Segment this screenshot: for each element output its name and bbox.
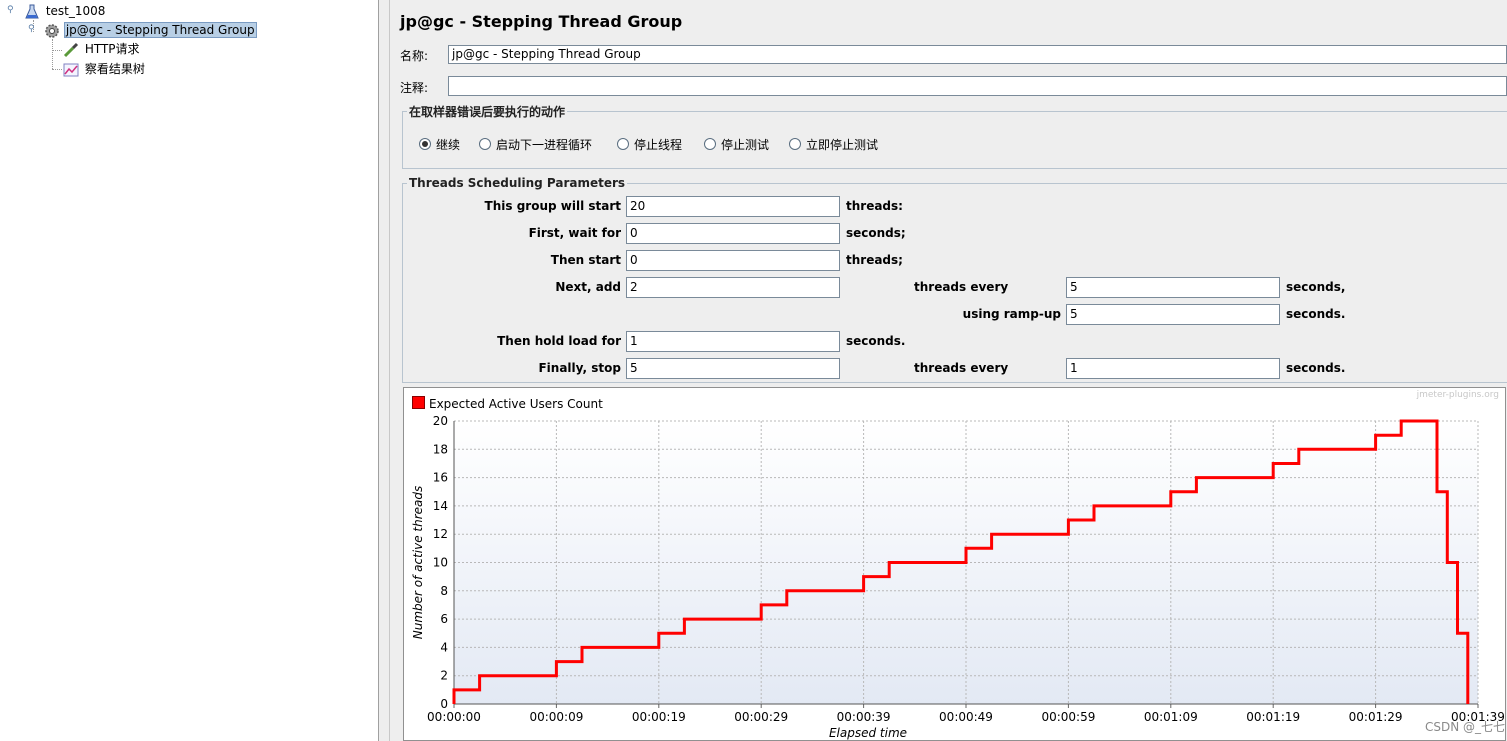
x-tick-label: 00:00:19: [632, 710, 686, 724]
series-line: [452, 419, 1470, 704]
tree-node-result-tree[interactable]: 察看结果树: [63, 60, 147, 78]
stop-every-unit: seconds.: [1286, 361, 1346, 375]
sampler-error-group: 在取样器错误后要执行的动作: [402, 103, 1507, 169]
x-tick-label: 00:00:39: [837, 710, 891, 724]
scheduling-group: Threads Scheduling Parameters: [402, 176, 1507, 383]
expected-users-chart: 0 2 4 6 8 10 12 14 16 18 20 00:00:00 00:00:09 00:00:1…: [403, 387, 1506, 741]
y-tick-label: 14: [433, 499, 448, 513]
legend-swatch: [412, 396, 425, 409]
radio-stop-test[interactable]: 停止测试: [704, 137, 769, 153]
hold-load-label: Then hold load for: [497, 334, 621, 348]
x-tick-label: 00:00:59: [1041, 710, 1095, 724]
start-threads-label: This group will start: [484, 199, 621, 213]
add-every-input[interactable]: 5: [1066, 277, 1280, 298]
next-add-input[interactable]: 2: [626, 277, 840, 298]
then-start-unit: threads;: [846, 253, 903, 267]
rampup-label: using ramp-up: [962, 307, 1061, 321]
chart-legend: Expected Active Users Count: [412, 396, 603, 411]
split-pane-divider[interactable]: [379, 0, 390, 741]
tree-node-label: jp@gc - Stepping Thread Group: [63, 22, 257, 38]
add-every-label: threads every: [914, 280, 1009, 294]
radio-label: 停止线程: [634, 138, 683, 152]
scheduling-legend: Threads Scheduling Parameters: [409, 176, 626, 190]
initial-delay-unit: seconds;: [846, 226, 906, 240]
radio-label: 启动下一进程循环: [496, 138, 593, 152]
x-tick-label: 00:01:09: [1144, 710, 1198, 724]
y-tick-label: 2: [440, 669, 448, 683]
radio-label: 停止测试: [721, 138, 770, 152]
y-tick-label: 4: [440, 640, 448, 654]
finally-stop-label: Finally, stop: [538, 361, 621, 375]
radio-stop-thread[interactable]: 停止线程: [617, 137, 682, 153]
chart-watermark: jmeter-plugins.org: [1416, 390, 1499, 400]
name-field[interactable]: jp@gc - Stepping Thread Group: [448, 45, 1507, 64]
radio-stop-test-now[interactable]: 立即停止测试: [789, 137, 878, 153]
comment-field[interactable]: [448, 76, 1507, 96]
stop-every-input[interactable]: 1: [1066, 358, 1280, 379]
tree-node-label: HTTP请求: [84, 42, 140, 56]
expand-toggle-icon[interactable]: ⚲: [7, 5, 14, 15]
radio-icon: [704, 138, 716, 150]
tree-node-label: 察看结果树: [84, 62, 145, 76]
x-tick-label: 00:01:39: [1451, 710, 1505, 724]
x-axis-label: Elapsed time: [829, 726, 907, 740]
radio-icon: [789, 138, 801, 150]
csdn-watermark: CSDN @_七七: [1425, 720, 1506, 734]
finally-stop-input[interactable]: 5: [626, 358, 840, 379]
rampup-unit: seconds.: [1286, 307, 1346, 321]
radio-selected-icon: [419, 138, 431, 150]
add-every-unit: seconds,: [1286, 280, 1346, 294]
initial-delay-input[interactable]: 0: [626, 223, 840, 244]
rampup-input[interactable]: 5: [1066, 304, 1280, 325]
then-start-input[interactable]: 0: [626, 250, 840, 271]
chart-icon: [63, 63, 79, 76]
initial-delay-label: First, wait for: [528, 226, 621, 240]
expand-toggle-icon[interactable]: ⚲: [28, 24, 35, 34]
radio-label: 继续: [436, 138, 461, 152]
thread-group-panel: jp@gc - Stepping Thread Group 名称: jp@gc …: [390, 0, 1507, 741]
x-tick-label: 00:00:29: [734, 710, 788, 724]
hold-load-input[interactable]: 1: [626, 331, 840, 352]
tree-node-label: test_1008: [45, 4, 106, 18]
radio-icon: [617, 138, 629, 150]
tree-node-test-plan[interactable]: test_1008: [24, 2, 107, 20]
y-axis-label: Number of active threads: [411, 486, 425, 640]
panel-title: jp@gc - Stepping Thread Group: [400, 12, 683, 31]
y-tick-label: 18: [433, 442, 448, 456]
y-tick-label: 6: [440, 612, 448, 626]
chart-svg: 0 2 4 6 8 10 12 14 16 18 20 00:00:00 00:00:09 00:00:1…: [411, 414, 1505, 740]
radio-icon: [479, 138, 491, 150]
y-tick-label: 10: [433, 556, 448, 570]
sampler-error-legend: 在取样器错误后要执行的动作: [409, 105, 566, 119]
start-threads-input[interactable]: 20: [626, 196, 840, 217]
hold-load-unit: seconds.: [846, 334, 906, 348]
flask-icon: [25, 4, 39, 18]
y-tick-label: 16: [433, 471, 448, 485]
test-plan-tree[interactable]: ⚲ test_1008 ⚲ jp@gc - Stepping Thread Gr…: [0, 0, 379, 741]
gear-icon: [45, 23, 59, 38]
next-add-label: Next, add: [555, 280, 621, 294]
x-tick-label: 00:00:09: [529, 710, 583, 724]
x-tick-label: 00:01:29: [1349, 710, 1403, 724]
then-start-label: Then start: [550, 253, 621, 267]
radio-label: 立即停止测试: [806, 138, 879, 152]
tree-node-http-request[interactable]: HTTP请求: [63, 40, 142, 58]
legend-label: Expected Active Users Count: [429, 397, 603, 411]
tree-node-thread-group[interactable]: jp@gc - Stepping Thread Group: [44, 21, 257, 39]
stop-every-label: threads every: [914, 361, 1009, 375]
comment-label: 注释:: [400, 81, 429, 95]
x-tick-label: 00:01:19: [1246, 710, 1300, 724]
radio-next-loop[interactable]: 启动下一进程循环: [479, 137, 592, 153]
y-tick-label: 8: [440, 584, 448, 598]
y-tick-label: 20: [433, 414, 448, 428]
pipette-icon: [63, 42, 79, 57]
x-tick-label: 00:00:49: [939, 710, 993, 724]
start-threads-unit: threads:: [846, 199, 903, 213]
radio-continue[interactable]: 继续: [419, 137, 460, 153]
y-tick-label: 0: [440, 697, 448, 711]
name-label: 名称:: [400, 49, 429, 63]
x-tick-label: 00:00:00: [427, 710, 481, 724]
y-tick-label: 12: [433, 527, 448, 541]
